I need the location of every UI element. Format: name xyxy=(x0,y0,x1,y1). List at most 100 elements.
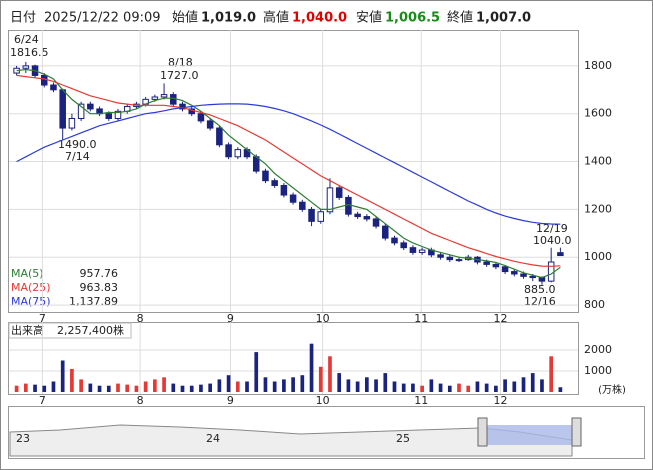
legend-value: 1,137.89 xyxy=(69,295,118,308)
volume-bar xyxy=(33,384,37,392)
candle-body xyxy=(326,187,334,213)
legend-name: MA(5) xyxy=(11,267,44,280)
volume-unit: (万株) xyxy=(598,383,626,396)
header-label: 高値 xyxy=(263,10,289,26)
volume-bar xyxy=(558,387,563,392)
volume-bar xyxy=(125,384,130,392)
volume-bar xyxy=(466,385,471,392)
volume-bar xyxy=(484,383,489,392)
volume-bar xyxy=(180,385,185,392)
volume-bar xyxy=(364,377,369,392)
volume-bar xyxy=(475,381,480,392)
candle-body xyxy=(511,271,518,275)
candle-body xyxy=(335,187,343,198)
candle-body xyxy=(483,261,490,265)
volume-bar xyxy=(383,373,388,392)
candle-body xyxy=(547,261,555,282)
x-tick-label: 7 xyxy=(39,312,46,325)
volume-bar xyxy=(374,379,378,392)
candle-body xyxy=(492,263,500,268)
volume-bar xyxy=(411,383,415,392)
header-label: 始値 xyxy=(172,10,198,26)
annotation: 1816.5 xyxy=(10,46,49,59)
candle-body xyxy=(170,94,177,105)
navigator-handle[interactable] xyxy=(477,417,488,447)
candle-body xyxy=(529,275,537,279)
volume-bar xyxy=(429,379,434,392)
annotation: 1040.0 xyxy=(533,234,572,247)
volume-bar xyxy=(42,385,47,392)
candle-body xyxy=(382,225,389,239)
candle-body xyxy=(354,213,361,218)
volume-bar xyxy=(512,381,517,392)
volume-bar xyxy=(134,385,139,392)
legend-name: MA(25) xyxy=(11,281,51,294)
candle-body xyxy=(114,110,122,119)
candle-body xyxy=(179,103,186,110)
y-tick-label: 1800 xyxy=(584,59,612,72)
volume-bar xyxy=(346,379,351,392)
header-value: 1,040.0 xyxy=(292,11,347,26)
candle-body xyxy=(308,208,315,222)
x-tick-label: 9 xyxy=(227,394,234,407)
candle-body xyxy=(299,201,306,210)
volume-bar xyxy=(540,379,544,392)
y-tick-label: 800 xyxy=(584,298,605,311)
candle-body xyxy=(87,103,94,110)
candle-body xyxy=(105,113,113,119)
header-value: 1,019.0 xyxy=(201,11,256,26)
navigator-range xyxy=(485,425,572,445)
volume-panel xyxy=(8,322,579,395)
volume-bar xyxy=(106,385,111,392)
volume-bar xyxy=(521,377,526,392)
volume-bar xyxy=(447,385,452,392)
volume-bar xyxy=(254,352,259,392)
volume-bar xyxy=(494,385,498,392)
candle-body xyxy=(206,120,214,129)
volume-bar xyxy=(272,381,277,392)
volume-bar xyxy=(318,366,323,392)
legend-name: MA(75) xyxy=(11,295,51,308)
candle-body xyxy=(77,103,85,119)
candle-body xyxy=(391,237,398,244)
volume-bar xyxy=(235,381,240,392)
header-value: 1,007.0 xyxy=(476,11,531,26)
y-tick-label: 1000 xyxy=(584,250,612,263)
navigator-handle[interactable] xyxy=(571,417,582,447)
volume-bar xyxy=(116,383,120,392)
volume-bar xyxy=(392,381,397,392)
annotation: 8/18 xyxy=(168,56,193,69)
volume-bar xyxy=(79,379,83,392)
volume-bar xyxy=(282,379,286,392)
x-tick-label: 12 xyxy=(493,312,507,325)
candle-body xyxy=(501,266,509,273)
x-tick-label: 8 xyxy=(137,394,144,407)
candle-body xyxy=(446,256,454,261)
header-value: 1,006.5 xyxy=(385,11,440,26)
annotation: 6/24 xyxy=(14,33,39,46)
x-tick-label: 10 xyxy=(316,312,330,325)
y-tick-label: 1400 xyxy=(584,155,612,168)
ma-line xyxy=(16,74,561,267)
candle-body xyxy=(409,247,417,253)
candle-body xyxy=(234,149,242,158)
volume-bar xyxy=(503,379,507,392)
volume-bar xyxy=(14,385,19,392)
x-tick-label: 11 xyxy=(414,312,428,325)
navigator-label: 24 xyxy=(206,432,220,445)
y-tick-label: 1000 xyxy=(584,364,612,377)
volume-bar xyxy=(208,383,213,392)
candle-body xyxy=(262,170,269,182)
volume-bar xyxy=(51,381,56,392)
candle-body xyxy=(372,218,380,227)
legend-value: 957.76 xyxy=(80,267,119,280)
volume-bar xyxy=(189,385,194,392)
candle-body xyxy=(400,242,407,249)
candle-body xyxy=(68,117,76,129)
volume-bar xyxy=(143,381,148,392)
candle-body xyxy=(271,180,278,186)
candle-body xyxy=(363,216,371,220)
x-tick-label: 8 xyxy=(137,312,144,325)
volume-bar xyxy=(300,375,305,392)
annotation: 7/14 xyxy=(65,150,90,163)
